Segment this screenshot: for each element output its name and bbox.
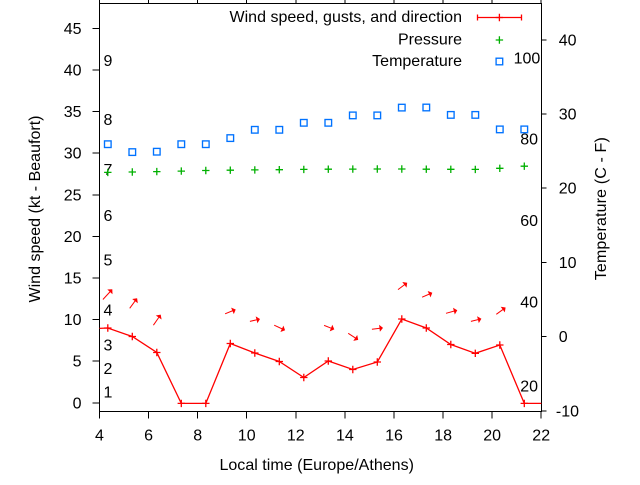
svg-text:8: 8 (104, 112, 113, 129)
svg-text:40: 40 (559, 32, 577, 49)
svg-text:Temperature (C - F): Temperature (C - F) (593, 137, 610, 280)
svg-text:100: 100 (514, 51, 541, 68)
svg-text:20: 20 (520, 378, 538, 395)
svg-text:30: 30 (64, 146, 82, 163)
svg-text:9: 9 (104, 53, 113, 70)
svg-text:0: 0 (559, 329, 568, 346)
svg-text:Temperature: Temperature (372, 53, 462, 70)
svg-text:6: 6 (104, 208, 113, 225)
svg-text:8: 8 (193, 427, 202, 444)
svg-text:60: 60 (520, 213, 538, 230)
svg-text:6: 6 (144, 427, 153, 444)
svg-text:30: 30 (559, 107, 577, 124)
svg-text:10: 10 (64, 312, 82, 329)
svg-text:5: 5 (73, 354, 82, 371)
svg-text:12: 12 (287, 427, 305, 444)
svg-text:15: 15 (64, 271, 82, 288)
svg-text:Pressure: Pressure (398, 32, 462, 49)
svg-text:0: 0 (73, 395, 82, 412)
svg-text:4: 4 (95, 427, 104, 444)
svg-text:10: 10 (238, 427, 256, 444)
svg-text:20: 20 (64, 229, 82, 246)
svg-text:-10: -10 (556, 403, 579, 420)
svg-text:40: 40 (64, 63, 82, 80)
svg-text:2: 2 (104, 361, 113, 378)
svg-text:18: 18 (434, 427, 452, 444)
svg-text:35: 35 (64, 104, 82, 121)
svg-text:40: 40 (520, 295, 538, 312)
svg-text:Wind speed, gusts, and directi: Wind speed, gusts, and direction (230, 9, 463, 26)
svg-text:80: 80 (520, 132, 538, 149)
svg-text:20: 20 (559, 181, 577, 198)
svg-text:Local time (Europe/Athens): Local time (Europe/Athens) (219, 457, 414, 474)
svg-text:20: 20 (483, 427, 501, 444)
svg-text:14: 14 (336, 427, 354, 444)
svg-text:Wind speed (kt - Beaufort): Wind speed (kt - Beaufort) (27, 116, 44, 303)
svg-text:22: 22 (532, 427, 550, 444)
svg-text:3: 3 (104, 338, 113, 355)
svg-text:16: 16 (385, 427, 403, 444)
svg-text:10: 10 (559, 255, 577, 272)
svg-text:4: 4 (104, 302, 113, 319)
svg-text:25: 25 (64, 187, 82, 204)
svg-text:45: 45 (64, 21, 82, 38)
svg-text:1: 1 (104, 385, 113, 402)
svg-text:5: 5 (104, 253, 113, 270)
